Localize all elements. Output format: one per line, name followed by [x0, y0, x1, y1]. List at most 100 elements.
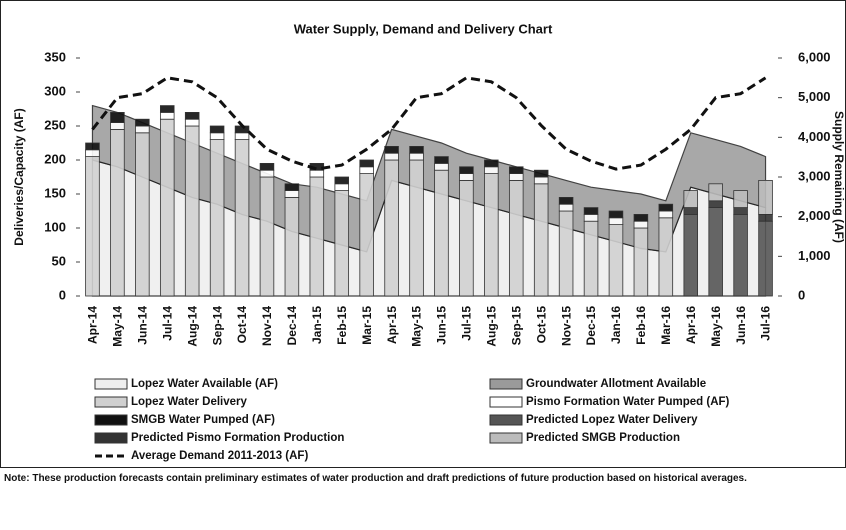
bar	[85, 142, 100, 151]
line	[91, 76, 767, 171]
bar	[608, 217, 624, 226]
bar	[658, 203, 674, 212]
y2-tick-label: 4,000	[798, 129, 831, 144]
bar	[110, 128, 125, 297]
bar	[484, 159, 499, 168]
note: Note: These production forecasts contain…	[4, 473, 747, 484]
y-tick-label: 300	[44, 83, 66, 98]
bar	[309, 176, 325, 297]
x-tick-label: Nov-14	[260, 306, 274, 346]
x-tick-label: Feb-16	[634, 306, 648, 345]
bar	[533, 176, 549, 185]
bar	[359, 159, 374, 168]
x-tick-label: Apr-15	[385, 306, 399, 344]
y-tick-label: 0	[59, 287, 66, 302]
legend-swatch	[94, 378, 128, 390]
x-tick-label: Jan-15	[310, 306, 324, 344]
y2-axis-title: Supply Remaining (AF)	[832, 111, 846, 243]
bar	[583, 220, 599, 297]
bar	[434, 156, 449, 164]
bar	[409, 159, 424, 297]
bar	[708, 207, 723, 297]
bar	[434, 169, 449, 297]
bar	[334, 176, 350, 185]
bar	[284, 183, 300, 192]
y2-tick-label: 3,000	[798, 168, 831, 183]
bar	[259, 169, 275, 178]
x-tick-label: Dec-14	[285, 306, 299, 346]
x-tick-label: Jul-16	[759, 306, 773, 341]
y-tick-label: 350	[44, 49, 66, 64]
bar	[384, 152, 399, 161]
bar	[484, 166, 499, 175]
bar	[409, 145, 424, 154]
legend-label: Predicted Lopez Water Delivery	[526, 414, 698, 426]
bar	[583, 207, 599, 215]
bar	[459, 179, 474, 297]
bar	[683, 207, 699, 215]
bar	[658, 217, 674, 297]
bar	[135, 125, 150, 134]
bar	[583, 213, 599, 222]
bar	[733, 207, 748, 215]
bar	[409, 152, 424, 161]
y2-tick-label: 1,000	[798, 248, 831, 263]
y2-tick-label: 0	[798, 287, 805, 302]
x-tick-label: Oct-15	[534, 306, 548, 344]
chart: Water Supply, Demand and Delivery Chart …	[0, 0, 846, 468]
x-tick-label: Jun-16	[734, 306, 748, 345]
bar	[85, 156, 100, 297]
y-tick-label: 200	[44, 151, 66, 166]
y-tick-label: 50	[52, 253, 66, 268]
x-tick-label: Mar-16	[659, 306, 673, 345]
bar	[159, 118, 175, 297]
bar	[558, 203, 574, 212]
bar	[259, 176, 275, 297]
bar	[558, 196, 574, 205]
x-tick-label: Apr-14	[86, 306, 100, 344]
y-axis-title: Deliveries/Capacity (AF)	[12, 108, 26, 245]
x-tick-label: Jun-14	[135, 306, 149, 345]
x-tick-label: May-16	[709, 306, 723, 347]
x-tick-label: Jan-16	[609, 306, 623, 344]
bar	[758, 179, 773, 215]
bar	[334, 190, 350, 297]
x-tick-label: Sep-14	[210, 306, 224, 346]
bar	[159, 112, 175, 120]
bar	[359, 166, 374, 175]
x-tick-label: May-15	[410, 306, 424, 347]
bar	[708, 200, 723, 209]
bar	[234, 139, 250, 297]
bar	[533, 183, 549, 297]
bar	[135, 118, 150, 127]
legend-label: Lopez Water Available (AF)	[131, 378, 278, 390]
legend-swatch	[489, 432, 523, 444]
bar	[309, 169, 325, 178]
x-tick-label: Apr-16	[684, 306, 698, 344]
legend-swatch	[489, 396, 523, 408]
legend-label: Predicted Pismo Formation Production	[131, 432, 344, 444]
bar	[683, 190, 699, 209]
bar	[85, 149, 100, 158]
bar	[184, 112, 200, 120]
legend-swatch	[94, 414, 128, 426]
x-tick-label: Feb-15	[335, 306, 349, 345]
bar	[758, 220, 773, 297]
legend-swatch	[94, 432, 128, 444]
bar	[708, 183, 723, 202]
y2-tick-label: 6,000	[798, 49, 831, 64]
x-tick-label: Mar-15	[360, 306, 374, 345]
bar	[608, 210, 624, 219]
bar	[384, 145, 399, 154]
legend-swatch	[489, 414, 523, 426]
bar	[633, 213, 649, 222]
bar	[359, 173, 374, 297]
y-tick-label: 100	[44, 219, 66, 234]
bar	[508, 179, 524, 297]
y2-tick-label: 2,000	[798, 208, 831, 223]
bar	[434, 162, 449, 171]
bar	[459, 173, 474, 181]
y2-tick-label: 5,000	[798, 89, 831, 104]
bar	[658, 210, 674, 219]
